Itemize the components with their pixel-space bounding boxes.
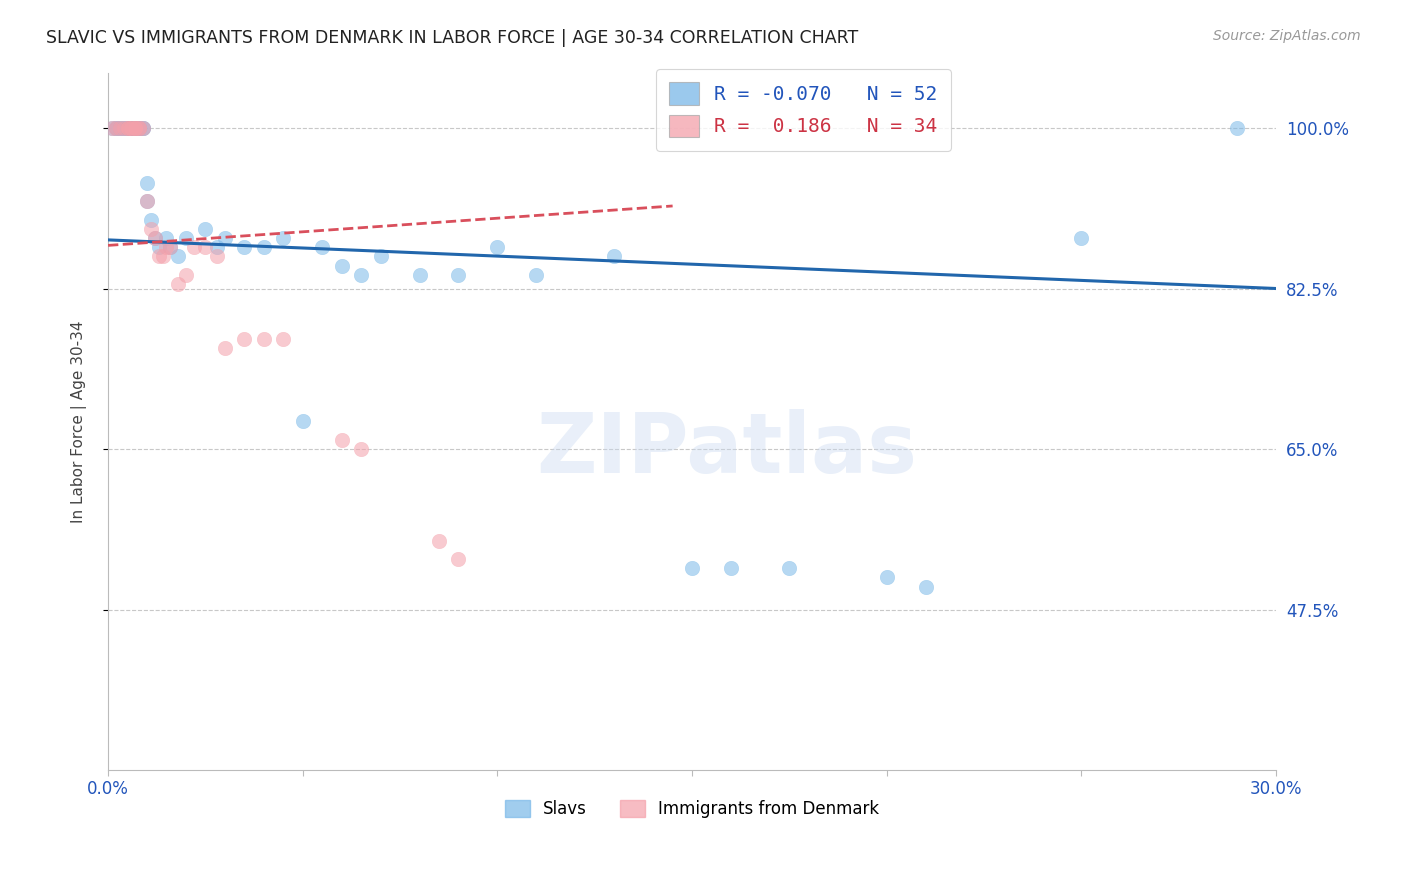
- Point: [124, 121, 146, 136]
- Point: [108, 121, 131, 136]
- Point: [101, 121, 124, 136]
- Point: [194, 222, 217, 236]
- Text: Source: ZipAtlas.com: Source: ZipAtlas.com: [1213, 29, 1361, 44]
- Point: [350, 268, 373, 282]
- Point: [124, 121, 146, 136]
- Point: [120, 121, 142, 136]
- Point: [112, 121, 135, 136]
- Point: [233, 332, 256, 346]
- Point: [155, 231, 177, 245]
- Point: [720, 561, 742, 575]
- Point: [408, 268, 430, 282]
- Point: [205, 249, 228, 263]
- Point: [159, 240, 181, 254]
- Point: [1070, 231, 1092, 245]
- Point: [117, 121, 139, 136]
- Point: [108, 121, 131, 136]
- Point: [214, 341, 236, 355]
- Point: [120, 121, 142, 136]
- Point: [139, 212, 162, 227]
- Legend: Slavs, Immigrants from Denmark: Slavs, Immigrants from Denmark: [498, 793, 886, 824]
- Point: [152, 249, 174, 263]
- Point: [681, 561, 703, 575]
- Point: [167, 277, 190, 291]
- Point: [136, 176, 159, 190]
- Point: [253, 240, 276, 254]
- Point: [128, 121, 150, 136]
- Point: [486, 240, 509, 254]
- Point: [159, 240, 181, 254]
- Point: [136, 194, 159, 209]
- Point: [370, 249, 392, 263]
- Point: [603, 249, 626, 263]
- Point: [139, 222, 162, 236]
- Point: [117, 121, 139, 136]
- Point: [330, 259, 353, 273]
- Point: [112, 121, 135, 136]
- Point: [291, 415, 314, 429]
- Point: [117, 121, 139, 136]
- Point: [174, 231, 197, 245]
- Point: [214, 231, 236, 245]
- Point: [128, 121, 150, 136]
- Point: [117, 121, 139, 136]
- Point: [132, 121, 155, 136]
- Text: SLAVIC VS IMMIGRANTS FROM DENMARK IN LABOR FORCE | AGE 30-34 CORRELATION CHART: SLAVIC VS IMMIGRANTS FROM DENMARK IN LAB…: [46, 29, 859, 47]
- Point: [104, 121, 127, 136]
- Point: [128, 121, 150, 136]
- Point: [778, 561, 800, 575]
- Point: [427, 533, 450, 548]
- Point: [447, 552, 470, 566]
- Point: [108, 121, 131, 136]
- Point: [174, 268, 197, 282]
- Point: [447, 268, 470, 282]
- Point: [271, 231, 294, 245]
- Point: [128, 121, 150, 136]
- Point: [194, 240, 217, 254]
- Point: [1226, 121, 1249, 136]
- Y-axis label: In Labor Force | Age 30-34: In Labor Force | Age 30-34: [72, 320, 87, 523]
- Point: [155, 240, 177, 254]
- Point: [120, 121, 142, 136]
- Point: [350, 442, 373, 456]
- Point: [330, 433, 353, 447]
- Point: [104, 121, 127, 136]
- Point: [143, 231, 166, 245]
- Point: [914, 580, 936, 594]
- Point: [124, 121, 146, 136]
- Point: [132, 121, 155, 136]
- Point: [253, 332, 276, 346]
- Point: [524, 268, 547, 282]
- Point: [205, 240, 228, 254]
- Point: [148, 249, 170, 263]
- Point: [148, 240, 170, 254]
- Point: [124, 121, 146, 136]
- Point: [101, 121, 124, 136]
- Point: [124, 121, 146, 136]
- Point: [271, 332, 294, 346]
- Point: [120, 121, 142, 136]
- Point: [167, 249, 190, 263]
- Point: [876, 570, 898, 584]
- Point: [120, 121, 142, 136]
- Point: [112, 121, 135, 136]
- Point: [124, 121, 146, 136]
- Point: [128, 121, 150, 136]
- Point: [143, 231, 166, 245]
- Point: [183, 240, 205, 254]
- Point: [311, 240, 333, 254]
- Point: [104, 121, 127, 136]
- Point: [233, 240, 256, 254]
- Point: [132, 121, 155, 136]
- Text: ZIPatlas: ZIPatlas: [537, 409, 918, 490]
- Point: [136, 194, 159, 209]
